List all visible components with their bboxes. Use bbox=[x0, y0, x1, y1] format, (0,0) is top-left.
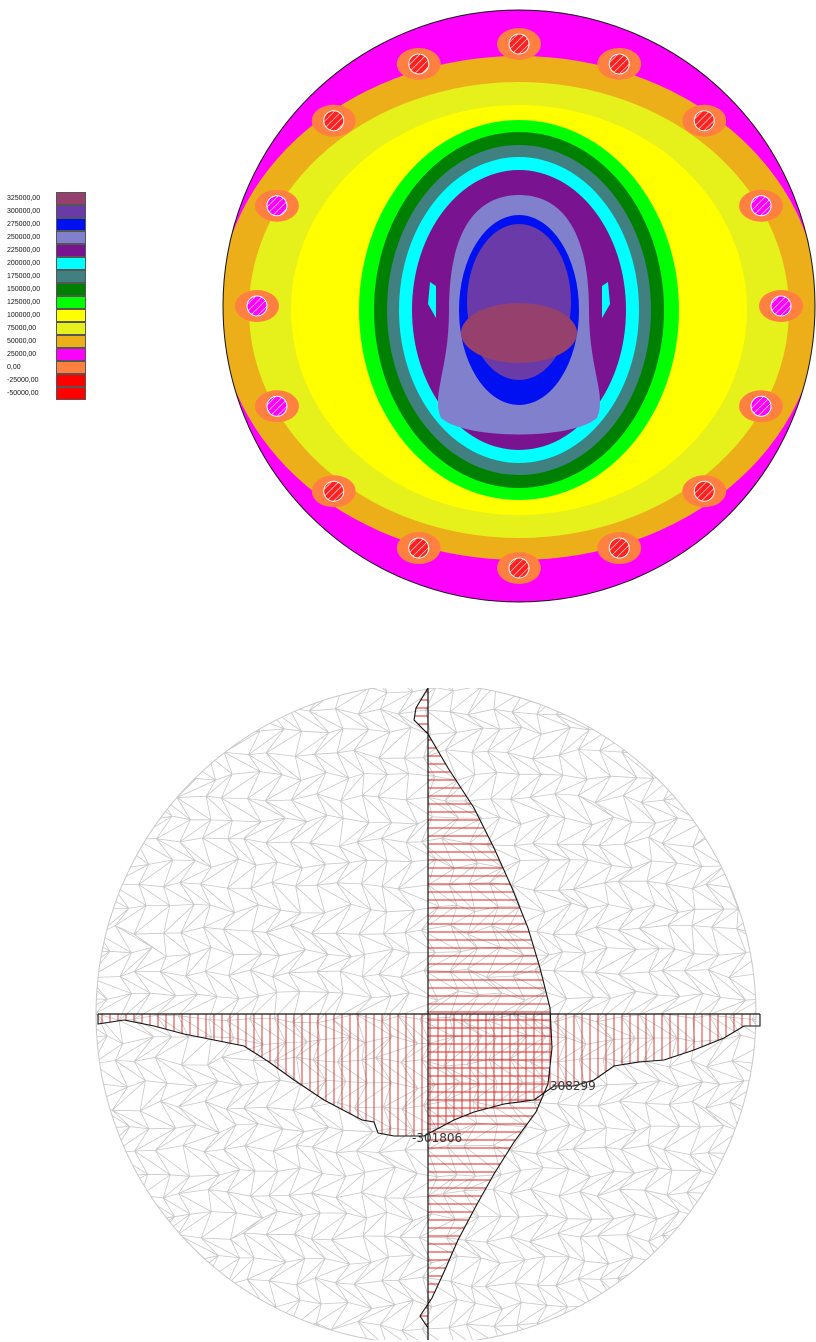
moment-hatch-lines bbox=[101, 691, 751, 1325]
legend-swatch bbox=[56, 283, 86, 296]
pile-support bbox=[597, 532, 642, 565]
pile-support bbox=[739, 390, 784, 423]
legend-swatch bbox=[56, 309, 86, 322]
legend-row: 0,00 bbox=[0, 361, 86, 374]
legend-row: 250000,00 bbox=[0, 231, 86, 244]
moment-diagram: -301806 308299 bbox=[95, 688, 761, 1340]
legend-row: 75000,00 bbox=[0, 322, 86, 335]
legend-row: 125000,00 bbox=[0, 296, 86, 309]
pile-support bbox=[396, 532, 441, 565]
legend-label: 125000,00 bbox=[7, 299, 41, 306]
legend-row: 25000,00 bbox=[0, 348, 86, 361]
legend-swatch bbox=[56, 322, 86, 335]
moment-hatching bbox=[101, 691, 751, 1325]
pile-support bbox=[254, 189, 299, 222]
pile-support bbox=[396, 47, 441, 80]
legend-row: 50000,00 bbox=[0, 335, 86, 348]
legend-swatch bbox=[56, 218, 86, 231]
legend-swatch bbox=[56, 231, 86, 244]
pile-support bbox=[235, 290, 279, 322]
peak-horizontal-label: -301806 bbox=[412, 1131, 462, 1145]
legend-label: 200000,00 bbox=[7, 260, 41, 267]
contour-plot bbox=[222, 9, 816, 603]
legend-swatch bbox=[56, 205, 86, 218]
pile-support bbox=[497, 552, 541, 584]
band-11 bbox=[461, 303, 577, 363]
vertical-moment-curve bbox=[413, 688, 553, 1340]
legend-swatch bbox=[56, 387, 86, 400]
legend-label: 250000,00 bbox=[7, 234, 41, 241]
legend-label: 300000,00 bbox=[7, 208, 41, 215]
pile-support bbox=[682, 475, 727, 508]
legend-swatch bbox=[56, 335, 86, 348]
pile-support bbox=[739, 189, 784, 222]
legend-swatch bbox=[56, 374, 86, 387]
legend-row: 150000,00 bbox=[0, 283, 86, 296]
legend-label: -50000,00 bbox=[7, 390, 39, 397]
legend-label: 0,00 bbox=[7, 364, 21, 371]
legend-row: 225000,00 bbox=[0, 244, 86, 257]
legend-row: 325000,00 bbox=[0, 192, 86, 205]
legend-swatch bbox=[56, 244, 86, 257]
pile-support bbox=[597, 47, 642, 80]
legend-swatch bbox=[56, 296, 86, 309]
legend-label: 75000,00 bbox=[7, 325, 37, 332]
pile-support bbox=[311, 104, 356, 137]
pile-support bbox=[311, 475, 356, 508]
legend-label: 150000,00 bbox=[7, 286, 41, 293]
legend-swatch bbox=[56, 361, 86, 374]
legend-row: 300000,00 bbox=[0, 205, 86, 218]
legend-swatch bbox=[56, 348, 86, 361]
peak-vertical-label: 308299 bbox=[550, 1079, 596, 1093]
pile-support bbox=[759, 290, 803, 322]
legend-label: 175000,00 bbox=[7, 273, 41, 280]
legend-label: 325000,00 bbox=[7, 195, 41, 202]
legend-row: 200000,00 bbox=[0, 257, 86, 270]
legend-label: 25000,00 bbox=[7, 351, 37, 358]
horizontal-moment-curve bbox=[97, 1014, 761, 1137]
pile-support bbox=[254, 390, 299, 423]
legend-row: 175000,00 bbox=[0, 270, 86, 283]
pile-supports bbox=[235, 28, 803, 584]
pile-support bbox=[682, 104, 727, 137]
slab-outline bbox=[222, 9, 816, 603]
legend-row: 100000,00 bbox=[0, 309, 86, 322]
cyan-island-right bbox=[602, 282, 610, 318]
legend-row: -50000,00 bbox=[0, 387, 86, 400]
legend-label: 50000,00 bbox=[7, 338, 37, 345]
legend-label: -25000,00 bbox=[7, 377, 39, 384]
legend-swatch bbox=[56, 192, 86, 205]
legend-label: 225000,00 bbox=[7, 247, 41, 254]
legend-row: -25000,00 bbox=[0, 374, 86, 387]
legend-swatch bbox=[56, 257, 86, 270]
legend-label: 100000,00 bbox=[7, 312, 41, 319]
cyan-island-left bbox=[428, 282, 436, 318]
legend-row: 275000,00 bbox=[0, 218, 86, 231]
pile-support bbox=[497, 28, 541, 60]
legend-label: 275000,00 bbox=[7, 221, 41, 228]
legend-swatch bbox=[56, 270, 86, 283]
